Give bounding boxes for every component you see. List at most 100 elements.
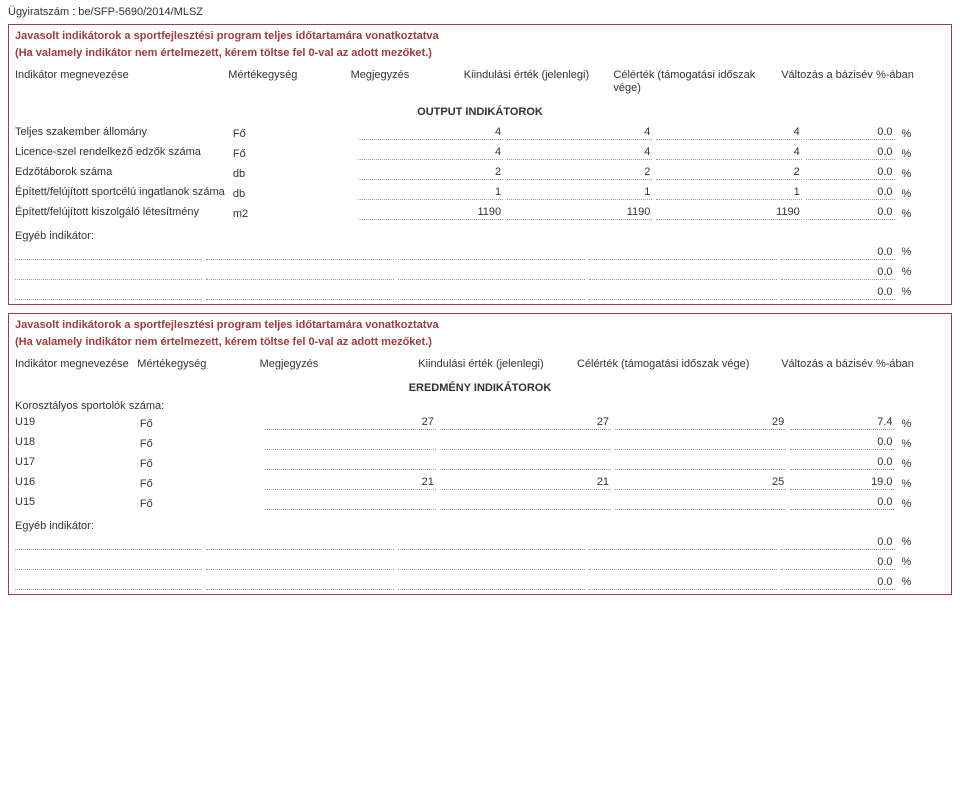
target-value-input[interactable]: 1190: [507, 206, 652, 220]
row-unit: Fő: [233, 148, 354, 160]
empty-input[interactable]: [398, 576, 585, 590]
col-change-pct: Változás a bázisév %-ában: [781, 358, 945, 372]
start-value-input[interactable]: 4: [358, 126, 503, 140]
empty-input[interactable]: [589, 266, 776, 280]
empty-input[interactable]: [206, 246, 393, 260]
section2-title: Javasolt indikátorok a sportfejlesztési …: [9, 314, 951, 335]
empty-input[interactable]: [589, 536, 776, 550]
result-divider: EREDMÉNY INDIKÁTOROK: [9, 380, 951, 400]
start-value-input[interactable]: 4: [358, 146, 503, 160]
value3-input[interactable]: 4: [656, 126, 801, 140]
pct-value: 0.0: [781, 576, 895, 590]
pct-suffix: %: [899, 286, 946, 300]
target-value-input[interactable]: [440, 436, 611, 450]
empty-input[interactable]: [15, 536, 202, 550]
pct-suffix: %: [899, 556, 946, 570]
value3-input[interactable]: 25: [615, 476, 786, 490]
section2-header-row: Indikátor megnevezése Mértékegység Megje…: [9, 354, 951, 380]
pct-suffix: %: [899, 536, 946, 550]
value3-input[interactable]: 4: [656, 146, 801, 160]
start-value-input[interactable]: 1190: [358, 206, 503, 220]
value3-input[interactable]: 29: [615, 416, 786, 430]
start-value-input[interactable]: [265, 456, 436, 470]
empty-input[interactable]: [15, 266, 202, 280]
start-value-input[interactable]: 27: [265, 416, 436, 430]
col-indicator-name: Indikátor megnevezése: [15, 358, 133, 372]
empty-input[interactable]: [15, 246, 202, 260]
target-value-input[interactable]: [440, 496, 611, 510]
row-label: Teljes szakember állomány: [15, 126, 229, 140]
empty-input[interactable]: [398, 246, 585, 260]
pct-value: 0.0: [806, 206, 895, 220]
table-row: Licence-szel rendelkező edzők számaFő444…: [9, 144, 951, 164]
target-value-input[interactable]: 4: [507, 126, 652, 140]
target-value-input[interactable]: 1: [507, 186, 652, 200]
value3-input[interactable]: [615, 436, 786, 450]
value3-input[interactable]: [615, 456, 786, 470]
pct-suffix: %: [899, 266, 946, 280]
target-value-input[interactable]: 2: [507, 166, 652, 180]
empty-input[interactable]: [206, 556, 393, 570]
document-number: Ügyiratszám : be/SFP-5690/2014/MLSZ: [8, 6, 952, 18]
start-value-input[interactable]: [265, 496, 436, 510]
row-label: Edzőtáborok száma: [15, 166, 229, 180]
table-row-empty: 0.0%: [9, 554, 951, 574]
section2-subtitle: (Ha valamely indikátor nem értelmezett, …: [9, 335, 951, 354]
target-value-input[interactable]: [440, 456, 611, 470]
start-value-input[interactable]: 21: [265, 476, 436, 490]
row-label: U15: [15, 496, 136, 510]
pct-value: 0.0: [806, 146, 895, 160]
row-label: U19: [15, 416, 136, 430]
empty-input[interactable]: [15, 576, 202, 590]
empty-input[interactable]: [398, 286, 585, 300]
empty-input[interactable]: [398, 556, 585, 570]
start-value-input[interactable]: 1: [358, 186, 503, 200]
value3-input[interactable]: 1190: [656, 206, 801, 220]
empty-input[interactable]: [398, 536, 585, 550]
target-value-input[interactable]: 21: [440, 476, 611, 490]
output-divider: OUTPUT INDIKÁTOROK: [9, 104, 951, 124]
empty-input[interactable]: [589, 246, 776, 260]
pct-suffix: %: [898, 418, 945, 430]
empty-input[interactable]: [206, 536, 393, 550]
empty-input[interactable]: [398, 266, 585, 280]
start-value-input[interactable]: [265, 436, 436, 450]
pct-suffix: %: [899, 208, 946, 220]
pct-suffix: %: [899, 168, 946, 180]
empty-input[interactable]: [206, 266, 393, 280]
pct-value: 0.0: [806, 166, 895, 180]
row-unit: Fő: [140, 498, 261, 510]
value3-input[interactable]: 1: [656, 186, 801, 200]
empty-input[interactable]: [15, 286, 202, 300]
pct-value: 19.0: [790, 476, 894, 490]
col-target-value: Célérték (támogatási időszak vége): [577, 358, 777, 372]
row-unit: Fő: [140, 478, 261, 490]
empty-input[interactable]: [206, 286, 393, 300]
empty-input[interactable]: [589, 556, 776, 570]
empty-input[interactable]: [589, 576, 776, 590]
pct-suffix: %: [899, 188, 946, 200]
start-value-input[interactable]: 2: [358, 166, 503, 180]
table-row-empty: 0.0%: [9, 264, 951, 284]
empty-input[interactable]: [206, 576, 393, 590]
pct-value: 0.0: [806, 186, 895, 200]
section1-header-row: Indikátor megnevezése Mértékegység Megje…: [9, 65, 951, 105]
row-label: Épített/felújított kiszolgáló létesítmén…: [15, 206, 229, 220]
row-unit: Fő: [140, 418, 261, 430]
col-unit: Mértékegység: [137, 358, 255, 372]
target-value-input[interactable]: 4: [507, 146, 652, 160]
table-row: Teljes szakember állományFő4440.0%: [9, 124, 951, 144]
table-row: U17Fő0.0%: [9, 454, 951, 474]
table-row-empty: 0.0%: [9, 284, 951, 304]
empty-input[interactable]: [589, 286, 776, 300]
value3-input[interactable]: [615, 496, 786, 510]
section1-subtitle: (Ha valamely indikátor nem értelmezett, …: [9, 46, 951, 65]
table-row-empty: 0.0%: [9, 534, 951, 554]
pct-value: 0.0: [781, 266, 895, 280]
empty-input[interactable]: [15, 556, 202, 570]
row-label: Licence-szel rendelkező edzők száma: [15, 146, 229, 160]
row-unit: Fő: [140, 458, 261, 470]
col-start-value: Kiindulási érték (jelenlegi): [464, 69, 610, 97]
value3-input[interactable]: 2: [656, 166, 801, 180]
target-value-input[interactable]: 27: [440, 416, 611, 430]
